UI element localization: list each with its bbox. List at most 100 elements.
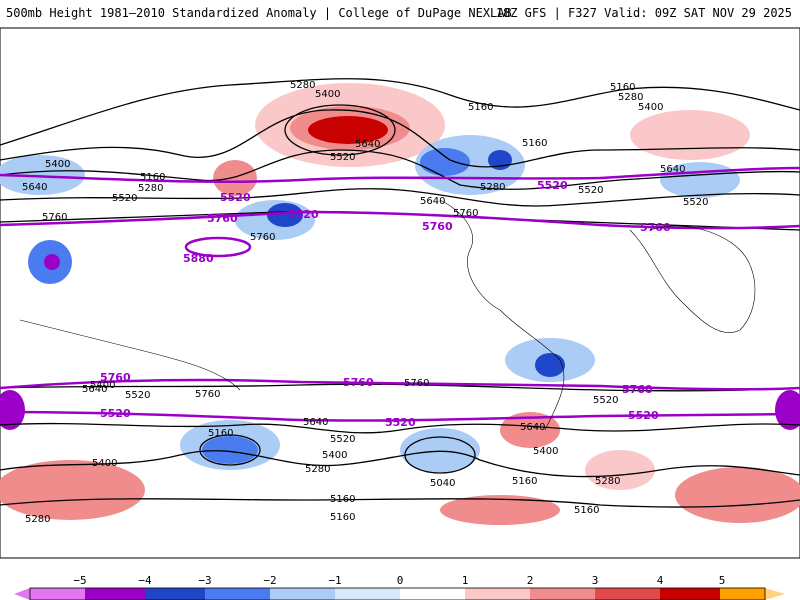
contour-label: 5760 <box>250 232 275 243</box>
colorbar-tick: −5 <box>73 574 86 587</box>
contour-label: 5640 <box>22 182 47 193</box>
anomaly-min-indian <box>44 254 60 270</box>
reference-label: 5760 <box>343 376 374 389</box>
contour-label: 5400 <box>90 380 115 391</box>
colorbar-tick: 2 <box>527 574 534 587</box>
colorbar-tick: −2 <box>263 574 276 587</box>
contour-label: 5400 <box>45 159 70 170</box>
colorbar-segment <box>335 588 400 600</box>
reference-label: 5520 <box>628 409 659 422</box>
contour-label: 5520 <box>578 185 603 196</box>
colorbar-segment <box>30 588 85 600</box>
anomaly-positive-antarctic <box>440 495 560 525</box>
americas-coast <box>439 199 565 431</box>
anomaly-positive-aleutian <box>213 160 257 196</box>
contour-label-group: 5280 5400 5160 5280 5400 5160 5640 5520 … <box>22 80 708 525</box>
reference-label: 5880 <box>183 252 214 265</box>
run-info: 18Z GFS | F327 Valid: 09Z SAT NOV 29 202… <box>495 6 792 20</box>
anomaly-negative-asia <box>0 155 85 195</box>
coastlines <box>19 199 756 431</box>
contour-label: 5160 <box>574 505 599 516</box>
colorbar-tick: 5 <box>719 574 726 587</box>
anomaly-positive-s-pacific-east <box>675 467 800 523</box>
anomaly-negative-npac-core <box>267 203 303 227</box>
colorbar-segment <box>465 588 530 600</box>
contour-label: 5160 <box>522 138 547 149</box>
anomaly-positive-southern <box>585 450 655 490</box>
contour-label: 5640 <box>303 417 328 428</box>
colorbar-segment <box>595 588 660 600</box>
contour-label: 5160 <box>610 82 635 93</box>
contour-label: 5280 <box>25 514 50 525</box>
contour-label: 5160 <box>512 476 537 487</box>
reference-label: 5520 <box>385 416 416 429</box>
height-contours <box>0 78 800 508</box>
anomaly-positive-europe <box>630 110 750 160</box>
contour-label: 5160 <box>330 494 355 505</box>
reference-label: 5760 <box>640 221 671 234</box>
colorbar-arrow-right <box>765 588 785 600</box>
contour-label: 5640 <box>420 196 445 207</box>
contour-label: 5760 <box>195 389 220 400</box>
anomaly-min-west-edge <box>0 390 25 430</box>
contour-label: 5520 <box>112 193 137 204</box>
contour-label: 5640 <box>660 164 685 175</box>
reference-label: 5760 <box>622 383 653 396</box>
contour-label: 5400 <box>315 89 340 100</box>
reference-contours <box>0 166 800 422</box>
colorbar-tick: −1 <box>328 574 341 587</box>
contour-label: 5640 <box>355 139 380 150</box>
map-title: 500mb Height 1981–2010 Standardized Anom… <box>6 6 512 20</box>
anomaly-negative-canada-core <box>420 148 470 176</box>
reference-label: 5760 <box>100 371 131 384</box>
contour-label: 5280 <box>480 182 505 193</box>
reference-label: 5520 <box>100 407 131 420</box>
colorbar-tick: −3 <box>198 574 211 587</box>
australia-coast <box>19 319 241 391</box>
contour-label: 5520 <box>330 434 355 445</box>
contour-label: 5520 <box>683 197 708 208</box>
contour-label: 5280 <box>138 183 163 194</box>
colorbar-segment <box>270 588 335 600</box>
colorbar-tick: 0 <box>397 574 404 587</box>
anomaly-negative-s-pacific <box>400 428 480 472</box>
contour-label: 5160 <box>468 102 493 113</box>
reference-label: 5760 <box>207 212 238 225</box>
colorbar-segment <box>205 588 270 600</box>
contour-label: 5400 <box>92 458 117 469</box>
reference-label: 5520 <box>288 208 319 221</box>
colorbar-segment <box>400 588 465 600</box>
contour-label: 5160 <box>140 172 165 183</box>
colorbar-tick: −4 <box>138 574 152 587</box>
contour-label: 5160 <box>208 428 233 439</box>
contour-label: 5520 <box>593 395 618 406</box>
contour-label: 5280 <box>290 80 315 91</box>
colorbar-tick: 3 <box>592 574 599 587</box>
contour-label: 5400 <box>533 446 558 457</box>
colorbar-segment <box>720 588 765 600</box>
colorbar-border <box>29 587 766 600</box>
colorbar-segment <box>145 588 205 600</box>
reference-label: 5520 <box>220 191 251 204</box>
colorbar-segment <box>530 588 595 600</box>
contour-label: 5760 <box>404 378 429 389</box>
contour-label: 5640 <box>82 384 107 395</box>
contour-label: 5280 <box>305 464 330 475</box>
contour-label: 5520 <box>125 390 150 401</box>
colorbar-arrow-left <box>14 588 30 600</box>
contour-label: 5640 <box>520 422 545 433</box>
anomaly-negative-argentina-core <box>535 353 565 377</box>
anomaly-shading <box>0 83 800 525</box>
contour-label: 5520 <box>330 152 355 163</box>
reference-label-group: 5520 5520 5760 5880 5760 5520 5760 5760 … <box>100 179 671 429</box>
anomaly-positive-drake <box>500 412 560 448</box>
contour-label: 5760 <box>453 208 478 219</box>
reference-label: 5520 <box>537 179 568 192</box>
colorbar-ticks: −5 −4 −3 −2 −1 0 1 2 3 4 5 <box>73 574 725 587</box>
contour-label: 5400 <box>638 102 663 113</box>
colorbar-tick: 1 <box>462 574 469 587</box>
contour-label: 5280 <box>595 476 620 487</box>
contour-label: 5160 <box>330 512 355 523</box>
colorbar-segment <box>660 588 720 600</box>
